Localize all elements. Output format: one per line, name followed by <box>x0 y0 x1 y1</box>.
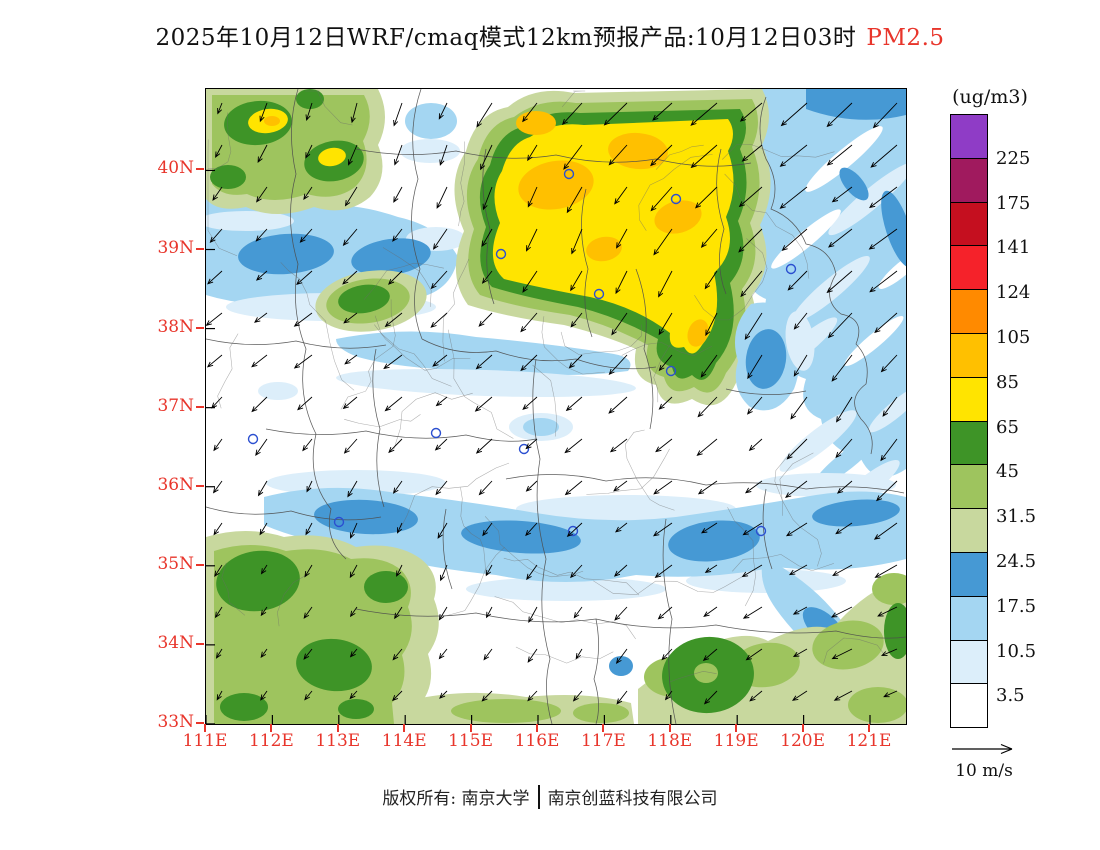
colorbar-cell <box>950 639 988 685</box>
y-tick-label: 40N <box>157 158 194 179</box>
page-title: 2025年10月12日WRF/cmaq模式12km预报产品:10月12日03时 P… <box>0 18 1100 52</box>
x-tick-label: 113E <box>315 731 361 751</box>
y-tick-label: 35N <box>157 553 194 574</box>
colorbar-cell <box>950 464 988 510</box>
wind-reference-label: 10 m/s <box>955 761 1013 781</box>
colorbar-cell <box>950 114 988 159</box>
y-tick-mark <box>196 405 204 408</box>
x-tick-mark <box>801 724 804 732</box>
colorbar-level-label: 85 <box>996 371 1019 393</box>
forecast-map-svg <box>198 88 926 725</box>
x-tick-mark <box>336 724 339 732</box>
y-tick-label: 39N <box>157 237 194 258</box>
colorbar-cell <box>950 595 988 641</box>
colorbar-level-label: 225 <box>996 147 1031 169</box>
x-tick-mark <box>270 724 273 732</box>
wind-reference-arrow-icon <box>952 743 1013 755</box>
colorbar-level-label: 17.5 <box>996 595 1037 617</box>
colorbar-level-label: 141 <box>996 237 1031 259</box>
y-tick-label: 38N <box>157 316 194 337</box>
colorbar-level-label: 10.5 <box>996 640 1037 662</box>
y-tick-mark <box>196 168 204 171</box>
copyright-company: 南京创蓝科技有限公司 <box>547 789 718 809</box>
colorbar-cell <box>950 332 988 378</box>
y-tick-label: 34N <box>157 632 194 653</box>
colorbar-level-label: 175 <box>996 192 1031 214</box>
colorbar-unit: (ug/m3) <box>952 86 1028 108</box>
colorbar-cell <box>950 551 988 597</box>
x-tick-mark <box>735 724 738 732</box>
colorbar-cell <box>950 683 988 729</box>
colorbar <box>950 114 988 729</box>
x-tick-label: 119E <box>713 731 759 751</box>
y-tick-mark <box>196 247 204 250</box>
forecast-map <box>198 88 926 725</box>
colorbar-cell <box>950 289 988 334</box>
colorbar-level-label: 105 <box>996 327 1031 348</box>
x-tick-label: 114E <box>381 731 427 751</box>
x-tick-label: 121E <box>846 731 892 751</box>
title-pollutant: PM2.5 <box>866 25 945 51</box>
title-text: 2025年10月12日WRF/cmaq模式12km预报产品:10月12日03时 <box>155 25 857 51</box>
x-tick-label: 118E <box>647 731 693 751</box>
footer: 版权所有: 南京大学 南京创蓝科技有限公司 <box>0 784 1100 809</box>
colorbar-cell <box>950 376 988 422</box>
wind-reference: 10 m/s <box>944 740 1024 781</box>
colorbar-cell <box>950 157 988 203</box>
y-tick-mark <box>196 642 204 645</box>
colorbar-cell <box>950 420 988 466</box>
y-tick-mark <box>196 563 204 566</box>
colorbar-level-label: 65 <box>996 416 1019 438</box>
map-frame <box>198 88 926 725</box>
colorbar-level-label: 24.5 <box>996 551 1037 572</box>
x-tick-mark <box>204 724 206 732</box>
copyright-owner: 版权所有: 南京大学 <box>382 789 530 809</box>
x-tick-mark <box>602 724 605 732</box>
colorbar-level-label: 45 <box>996 461 1019 483</box>
y-tick-mark <box>196 721 204 724</box>
colorbar-level-label: 124 <box>996 282 1031 304</box>
y-tick-label: 33N <box>157 711 194 732</box>
colorbar-cell <box>950 508 988 553</box>
x-tick-mark <box>536 724 538 732</box>
colorbar-cell <box>950 201 988 247</box>
y-tick-mark <box>196 326 204 329</box>
x-tick-mark <box>469 724 472 732</box>
x-tick-mark <box>868 724 870 732</box>
colorbar-cell <box>950 245 988 291</box>
colorbar-level-label: 3.5 <box>996 685 1025 707</box>
x-tick-label: 112E <box>248 731 294 751</box>
footer-divider-icon <box>537 784 540 809</box>
colorbar-level-label: 31.5 <box>996 506 1037 528</box>
x-tick-mark <box>403 724 406 732</box>
y-tick-mark <box>196 484 204 487</box>
x-tick-label: 111E <box>182 731 228 751</box>
x-tick-label: 117E <box>580 731 626 751</box>
x-tick-label: 115E <box>448 731 494 751</box>
y-tick-label: 37N <box>157 395 194 416</box>
x-tick-mark <box>668 724 671 732</box>
x-tick-label: 120E <box>780 731 826 751</box>
x-tick-label: 116E <box>514 731 560 751</box>
y-tick-label: 36N <box>157 474 194 495</box>
